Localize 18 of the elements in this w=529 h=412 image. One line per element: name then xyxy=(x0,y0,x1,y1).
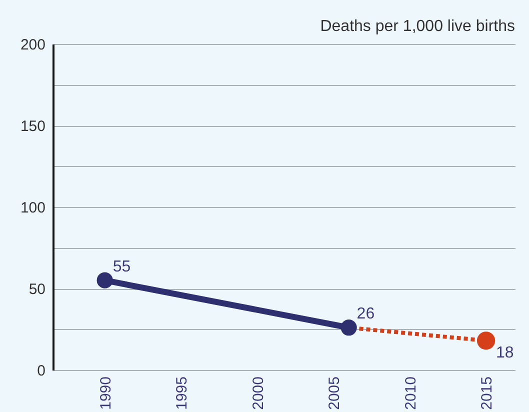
x-tick-label: 2010 xyxy=(402,376,420,410)
data-label: 18 xyxy=(496,344,514,362)
point xyxy=(340,320,357,336)
x-tick-label: 1995 xyxy=(174,376,191,410)
point xyxy=(96,272,113,288)
data-label: 55 xyxy=(112,258,131,276)
x-tick-label: 2000 xyxy=(250,376,267,410)
point xyxy=(476,332,496,350)
y-tick-label: 150 xyxy=(20,118,46,135)
y-tick-label: 100 xyxy=(20,200,46,216)
y-axis-title: Deaths per 1,000 live births xyxy=(320,18,515,35)
x-tick-label: 2015 xyxy=(478,376,496,410)
x-tick-label: 1990 xyxy=(97,376,114,410)
y-tick-label: 0 xyxy=(37,362,46,380)
data-label: 26 xyxy=(356,306,375,323)
y-tick-label: 50 xyxy=(28,281,46,298)
x-tick-label: 2005 xyxy=(326,376,344,410)
y-tick-label: 200 xyxy=(20,36,46,54)
